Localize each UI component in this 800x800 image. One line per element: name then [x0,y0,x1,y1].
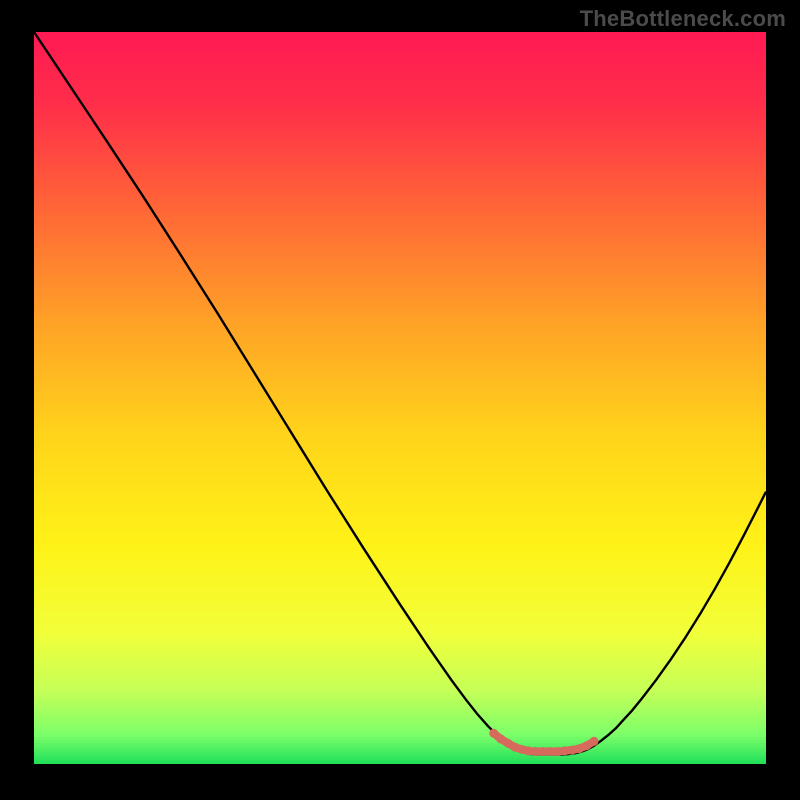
figure-root: { "figure": { "width": 800, "height": 80… [0,0,800,800]
watermark-text: TheBottleneck.com [580,6,786,32]
plot-area [34,32,766,764]
heat-gradient-background [34,32,766,764]
